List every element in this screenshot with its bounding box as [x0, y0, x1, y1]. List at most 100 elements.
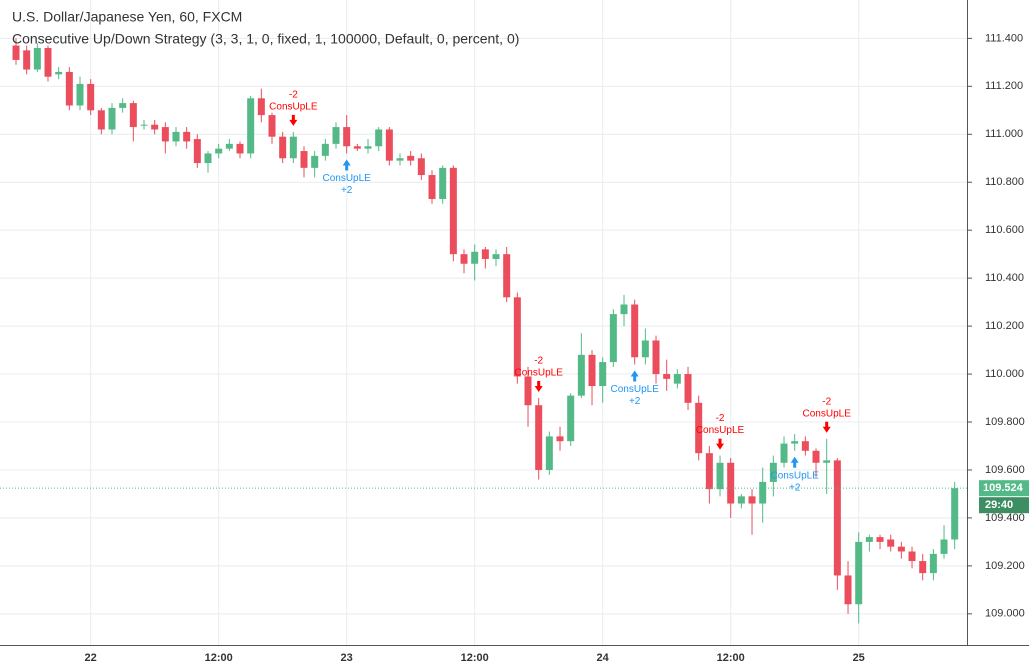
candle-body — [140, 124, 148, 126]
candle-body — [588, 354, 596, 387]
signal-qty: -2 — [822, 396, 831, 407]
candle-body — [161, 127, 169, 142]
buy-arrow — [342, 159, 351, 171]
candle-body — [535, 405, 543, 470]
candle-body — [737, 496, 745, 504]
candle-body — [23, 50, 31, 70]
x-tick-label: 24 — [597, 652, 610, 664]
candle-body — [204, 153, 212, 164]
candle-body — [695, 402, 703, 454]
candle-body — [311, 155, 319, 168]
candle-body — [172, 131, 180, 142]
candle-body — [481, 249, 489, 259]
y-tick-label: 109.400 — [985, 512, 1025, 524]
candle-body — [791, 441, 799, 444]
candle-body — [631, 304, 639, 358]
signal-label: ConsUpLE — [696, 425, 745, 436]
x-tick-label: 12:00 — [461, 652, 489, 664]
candle-body — [951, 488, 959, 540]
candle-body — [417, 158, 425, 176]
candle-body — [151, 124, 159, 130]
candle-body — [887, 539, 895, 547]
candle-body — [471, 251, 479, 264]
candle-body — [940, 539, 948, 554]
signal-label: ConsUpLE — [322, 173, 371, 184]
candle-body — [663, 374, 671, 379]
candle-body — [823, 460, 831, 463]
candle-body — [641, 340, 649, 358]
signal-qty: -2 — [716, 413, 725, 424]
signal-qty: -2 — [534, 356, 543, 367]
x-tick-label: 25 — [853, 652, 865, 664]
signal-label: ConsUpLE — [515, 368, 564, 379]
candle-body — [87, 83, 95, 111]
candle-body — [97, 110, 105, 130]
y-tick-label: 110.200 — [985, 320, 1024, 332]
candle-body — [44, 47, 52, 77]
x-tick-label: 23 — [341, 652, 353, 664]
signal-qty: +2 — [629, 396, 641, 407]
candle-body — [119, 103, 127, 108]
candle-body — [620, 304, 628, 315]
signal-label: ConsUpLE — [611, 384, 660, 395]
candle-body — [684, 374, 692, 403]
candle-body — [55, 71, 63, 75]
chart-subtitle: Consecutive Up/Down Strategy (3, 3, 1, 0… — [12, 31, 519, 47]
y-tick-label: 110.800 — [985, 176, 1024, 188]
signal-qty: -2 — [289, 90, 298, 101]
candle-body — [76, 83, 84, 106]
candle-body — [289, 136, 297, 159]
candle-body — [780, 443, 788, 463]
marks-layer — [12, 38, 959, 624]
candle-body — [577, 354, 585, 396]
candle-body — [673, 374, 681, 384]
candle-body — [375, 129, 383, 147]
candle-body — [33, 47, 41, 70]
candle-body — [407, 155, 415, 161]
candle-body — [929, 553, 937, 574]
candle-body — [332, 127, 340, 144]
candle-body — [364, 146, 372, 149]
candle-body — [65, 71, 73, 106]
buy-arrow — [630, 370, 639, 382]
sell-arrow — [822, 421, 831, 433]
candle-body — [609, 314, 617, 363]
sell-arrow — [534, 381, 543, 393]
sell-arrow — [289, 114, 298, 126]
candle-body — [193, 139, 201, 164]
chart-title: U.S. Dollar/Japanese Yen, 60, FXCM — [12, 9, 242, 25]
candle-body — [524, 376, 532, 406]
signal-label: ConsUpLE — [803, 408, 852, 419]
candle-body — [247, 98, 255, 154]
y-tick-label: 109.200 — [985, 560, 1025, 572]
y-tick-label: 111.000 — [985, 128, 1023, 140]
candle-body — [844, 575, 852, 605]
y-tick-label: 109.800 — [985, 416, 1025, 428]
candle-body — [567, 395, 575, 442]
candle-body — [716, 462, 724, 490]
candle-body — [321, 143, 329, 156]
candle-body — [855, 541, 863, 605]
y-tick-label: 110.000 — [985, 368, 1024, 380]
signal-qty: +2 — [341, 185, 353, 196]
candle-body — [108, 107, 116, 130]
y-tick-label: 111.400 — [985, 32, 1023, 44]
candle-body — [215, 148, 223, 154]
candle-body — [759, 481, 767, 504]
candle-body — [545, 436, 553, 470]
candle-body — [353, 146, 361, 149]
candle-body — [727, 462, 735, 504]
candle-body — [225, 143, 233, 149]
candle-body — [599, 362, 607, 387]
y-tick-label: 111.200 — [985, 80, 1023, 92]
candle-body — [833, 460, 841, 576]
candle-body — [769, 462, 777, 482]
candle-body — [748, 496, 756, 504]
candle-body — [460, 254, 468, 264]
candle-body — [812, 450, 820, 463]
candle-body — [513, 297, 521, 377]
candle-body — [449, 167, 457, 255]
countdown-label: 29:40 — [985, 499, 1013, 511]
countdown-box — [979, 497, 1029, 514]
